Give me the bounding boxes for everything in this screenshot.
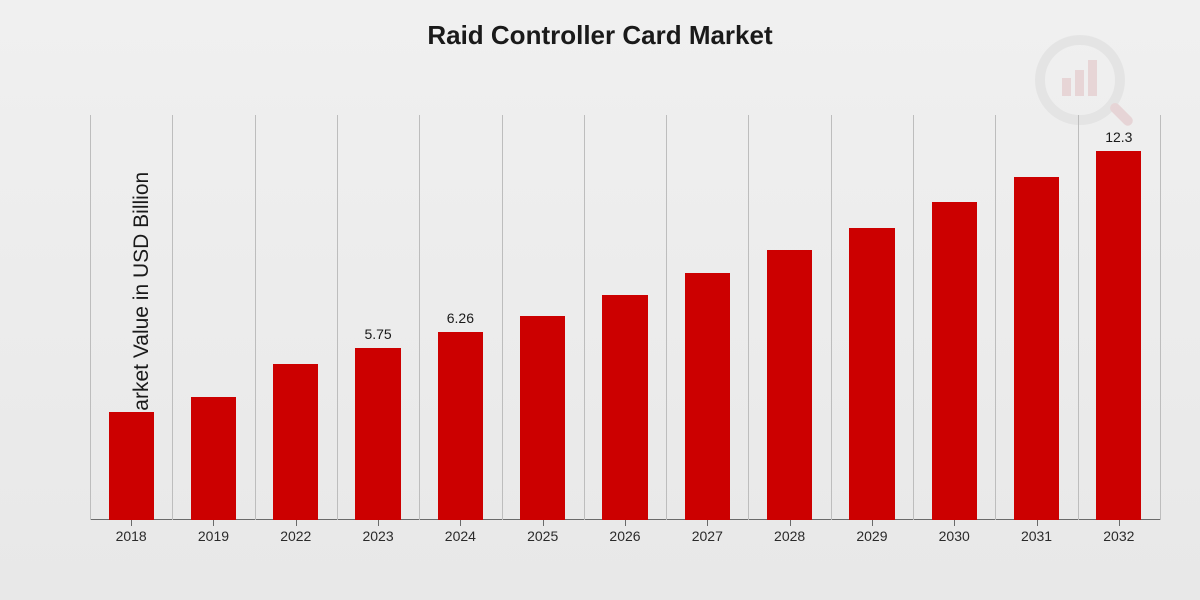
x-tick-label: 2032 <box>1103 528 1134 544</box>
x-tick <box>954 520 955 526</box>
x-tick <box>1119 520 1120 526</box>
x-tick <box>543 520 544 526</box>
bar <box>355 348 400 521</box>
x-tick-label: 2030 <box>939 528 970 544</box>
x-tick-label: 2031 <box>1021 528 1052 544</box>
gridline <box>419 115 420 520</box>
gridline <box>502 115 503 520</box>
bar-value-label: 5.75 <box>364 326 391 342</box>
x-tick-label: 2025 <box>527 528 558 544</box>
bar-value-label: 12.3 <box>1105 129 1132 145</box>
x-tick-label: 2019 <box>198 528 229 544</box>
bar <box>438 332 483 520</box>
gridline <box>255 115 256 520</box>
gridline <box>337 115 338 520</box>
x-tick-label: 2024 <box>445 528 476 544</box>
gridline <box>995 115 996 520</box>
x-tick <box>460 520 461 526</box>
x-tick <box>1037 520 1038 526</box>
bar-value-label: 6.26 <box>447 310 474 326</box>
plot-area: 5.75 6.26 12.3 <box>90 115 1160 520</box>
bar <box>109 412 154 520</box>
bar <box>1096 151 1141 520</box>
gridline <box>666 115 667 520</box>
gridline <box>584 115 585 520</box>
x-tick <box>707 520 708 526</box>
bar <box>767 250 812 520</box>
gridline <box>1160 115 1161 520</box>
x-tick-label: 2026 <box>609 528 640 544</box>
gridline <box>913 115 914 520</box>
chart-title: Raid Controller Card Market <box>0 20 1200 51</box>
gridline <box>1078 115 1079 520</box>
x-tick-label: 2023 <box>362 528 393 544</box>
x-tick <box>296 520 297 526</box>
bar <box>191 397 236 520</box>
x-tick <box>790 520 791 526</box>
bar <box>849 228 894 521</box>
x-tick <box>378 520 379 526</box>
x-tick-label: 2029 <box>856 528 887 544</box>
bar <box>273 364 318 520</box>
gridline <box>172 115 173 520</box>
gridline <box>831 115 832 520</box>
gridline <box>748 115 749 520</box>
bar <box>1014 177 1059 521</box>
x-tick-label: 2018 <box>116 528 147 544</box>
bar <box>932 202 977 520</box>
bar <box>685 273 730 521</box>
x-tick-label: 2027 <box>692 528 723 544</box>
x-tick-label: 2022 <box>280 528 311 544</box>
x-tick <box>625 520 626 526</box>
gridline <box>90 115 91 520</box>
x-tick-label: 2028 <box>774 528 805 544</box>
x-axis-area: 2018 2019 2022 2023 2024 2025 2026 2027 2028 2029… <box>90 520 1160 550</box>
x-tick <box>872 520 873 526</box>
bar <box>602 295 647 520</box>
x-tick <box>213 520 214 526</box>
x-tick <box>131 520 132 526</box>
bar <box>520 316 565 520</box>
